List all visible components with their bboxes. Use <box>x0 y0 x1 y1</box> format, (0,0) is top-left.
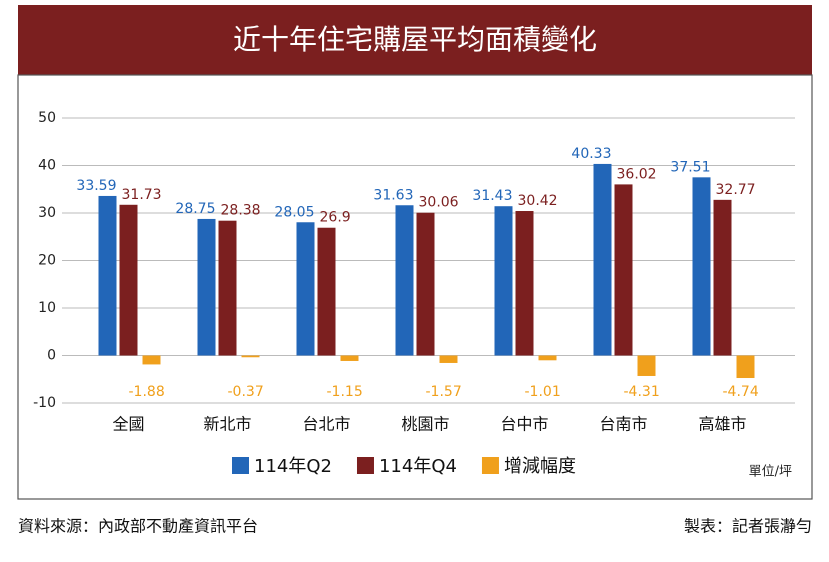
x-tick-label: 台南市 <box>599 415 647 434</box>
value-label: 37.51 <box>670 159 710 175</box>
bar <box>614 184 633 356</box>
value-label: -1.57 <box>426 384 462 400</box>
value-label: 30.06 <box>419 195 459 211</box>
bar <box>218 220 237 356</box>
bar <box>119 204 138 356</box>
value-label: 28.38 <box>221 203 261 219</box>
value-label: -4.31 <box>624 384 660 400</box>
credit: 製表：記者張瀞勻 <box>684 517 812 536</box>
value-label: 28.75 <box>175 201 215 217</box>
value-label: 26.9 <box>320 210 351 226</box>
x-tick-label: 全國 <box>112 415 144 434</box>
title-banner <box>18 5 812 75</box>
chart-title: 近十年住宅購屋平均面積變化 <box>233 23 597 56</box>
bar <box>494 206 513 356</box>
value-label: 33.59 <box>76 178 116 194</box>
bar <box>296 222 315 356</box>
y-tick-label: 50 <box>38 110 56 126</box>
bar <box>98 195 117 356</box>
legend-swatch <box>232 457 249 474</box>
legend-label: 114年Q4 <box>379 456 457 477</box>
value-label: 36.02 <box>617 166 657 182</box>
value-label: 31.73 <box>122 187 162 203</box>
x-tick-label: 新北市 <box>203 415 251 434</box>
value-label: -0.37 <box>228 384 264 400</box>
legend-label: 增減幅度 <box>504 456 576 477</box>
legend-swatch <box>356 457 374 474</box>
value-label: -1.01 <box>525 384 561 400</box>
value-label: 40.33 <box>571 146 611 162</box>
unit-label: 單位/坪 <box>749 465 792 480</box>
bar <box>142 355 161 365</box>
chart-frame <box>17 74 813 500</box>
bar <box>439 355 458 363</box>
value-label: 31.43 <box>472 188 512 204</box>
y-tick-label: 10 <box>38 300 56 316</box>
bar <box>416 212 435 356</box>
bar <box>197 218 216 356</box>
bar <box>317 227 336 356</box>
bar <box>515 211 534 356</box>
bar <box>692 177 711 356</box>
value-label: -4.74 <box>723 384 759 400</box>
y-tick-label: 40 <box>38 158 56 174</box>
legend-label: 114年Q2 <box>254 456 332 477</box>
y-tick-label: 20 <box>38 253 56 269</box>
value-label: 32.77 <box>716 182 756 198</box>
bar <box>713 199 732 356</box>
x-tick-label: 台中市 <box>500 415 548 434</box>
value-label: 30.42 <box>518 193 558 209</box>
x-tick-label: 台北市 <box>302 415 350 434</box>
value-label: 31.63 <box>373 187 413 203</box>
bar <box>395 205 414 356</box>
x-tick-label: 桃園市 <box>401 415 449 434</box>
source: 資料來源：內政部不動產資訊平台 <box>18 517 258 536</box>
bar <box>736 355 755 379</box>
y-tick-label: 0 <box>47 348 56 364</box>
bar <box>538 355 557 361</box>
value-label: 28.05 <box>274 204 314 220</box>
y-tick-label: 30 <box>38 205 56 221</box>
bar <box>340 355 359 361</box>
value-label: -1.15 <box>327 384 363 400</box>
bar <box>637 355 656 376</box>
value-label: -1.88 <box>129 384 165 400</box>
y-tick-label: -10 <box>33 395 56 411</box>
bar <box>241 355 260 358</box>
legend-swatch <box>481 457 499 474</box>
bar <box>593 163 612 356</box>
x-tick-label: 高雄市 <box>698 415 746 434</box>
